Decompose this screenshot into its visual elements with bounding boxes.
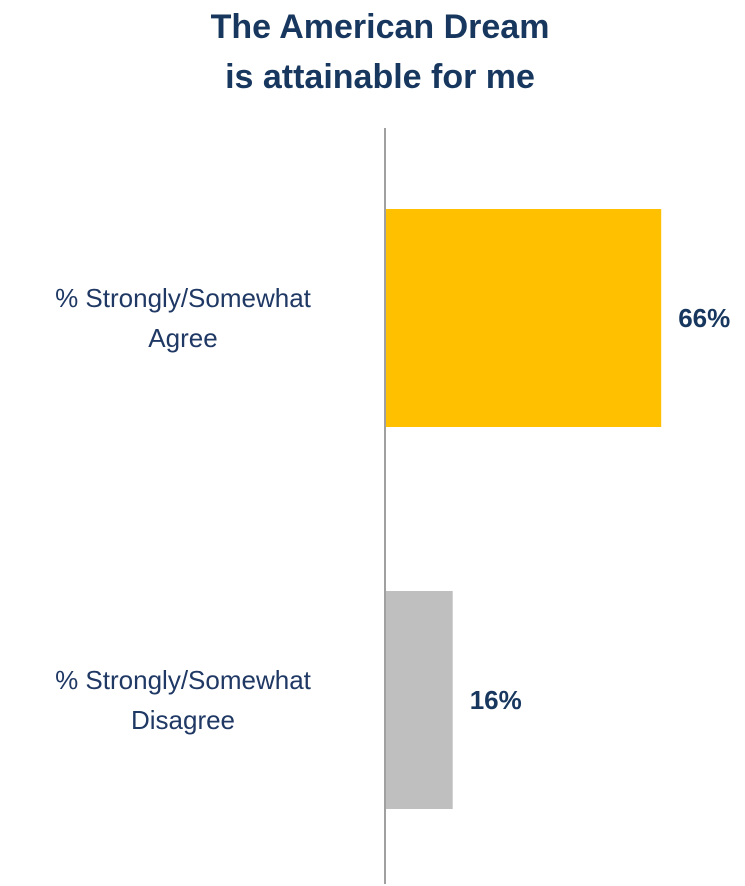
chart-title-line-1: The American Dream — [210, 8, 550, 46]
data-label-disagree: 16% — [469, 685, 522, 715]
category-label-disagree-line-2: Disagree — [130, 705, 236, 735]
data-label-agree: 66% — [678, 303, 731, 333]
chart-title-line-2: is attainable for me — [225, 58, 535, 96]
category-label-disagree: % Strongly/Somewhat Disagree — [0, 660, 373, 740]
category-label-agree-line-2: Agree — [148, 323, 218, 353]
bar-disagree — [386, 591, 453, 809]
category-label-agree: % Strongly/Somewhat Agree — [0, 278, 373, 358]
category-label-agree-line-1: % Strongly/Somewhat — [55, 283, 311, 313]
bar-agree — [386, 209, 662, 427]
chart-title: The American Dream is attainable for me — [0, 2, 745, 102]
category-label-disagree-line-1: % Strongly/Somewhat — [55, 665, 311, 695]
